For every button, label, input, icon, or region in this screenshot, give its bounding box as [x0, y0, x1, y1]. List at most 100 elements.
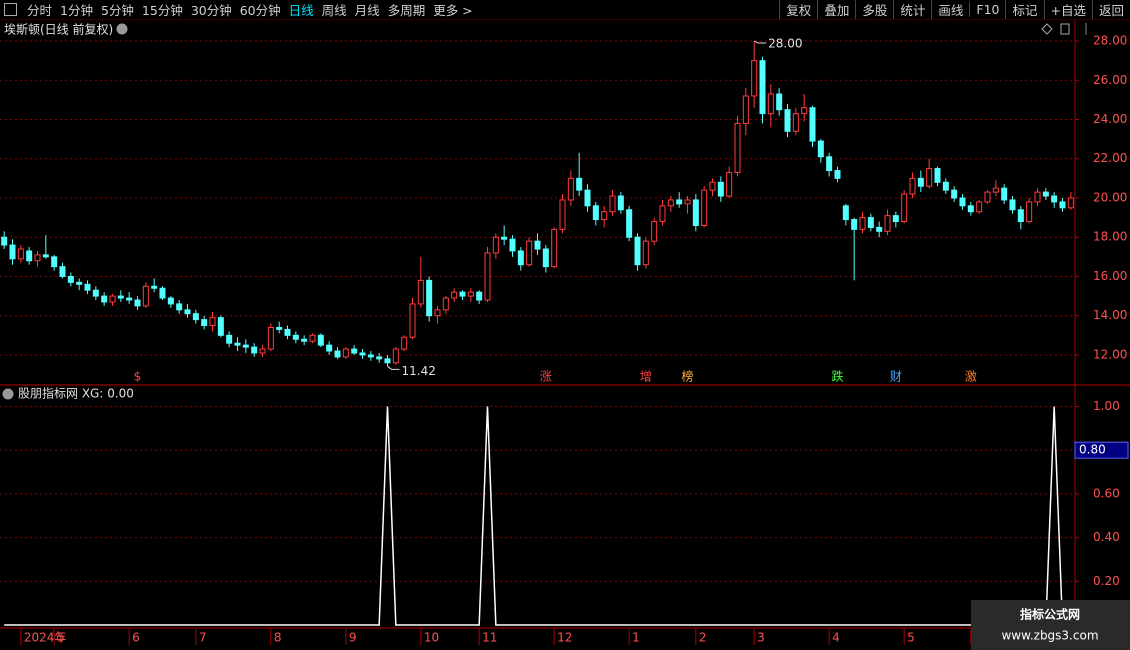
candle-body — [976, 201, 983, 213]
candle-body — [917, 177, 924, 187]
candle-body — [176, 303, 183, 311]
candle-body — [601, 211, 608, 221]
candle-body — [784, 109, 791, 132]
candle-body — [692, 199, 699, 226]
candle-body — [859, 217, 866, 230]
y-tick-label: 26.00 — [1093, 73, 1127, 87]
chart-title: 埃斯顿(日线 前复权) — [4, 22, 113, 37]
candle-body — [834, 170, 841, 179]
toolbar-button[interactable]: 返回 — [1091, 0, 1130, 19]
menu-icon[interactable] — [116, 23, 128, 35]
candle-body — [409, 303, 416, 338]
toolbar-button[interactable]: 叠加 — [817, 0, 855, 19]
candle-body — [34, 254, 41, 262]
candle-body — [817, 140, 824, 158]
window-icon[interactable] — [4, 3, 17, 16]
candle-body — [467, 291, 474, 297]
toolbar-button[interactable]: +自选 — [1043, 0, 1092, 19]
candle-body — [867, 217, 874, 228]
panel-icon — [1060, 23, 1070, 35]
toolbar-button[interactable]: 60分钟 — [239, 3, 281, 18]
low-label: 11.42 — [402, 364, 436, 378]
candle-body — [17, 248, 24, 260]
candle-body — [884, 215, 891, 232]
candle-body — [101, 295, 108, 303]
toolbar-button[interactable]: 统计 — [893, 0, 931, 19]
candle-body — [9, 244, 16, 260]
date-label: 9 — [349, 631, 357, 645]
candle-body — [42, 254, 49, 258]
candle-body — [259, 348, 266, 354]
watermark-box — [971, 600, 1130, 650]
high-pointer — [753, 40, 767, 44]
candle-body — [242, 344, 249, 348]
watermark-title: 指标公式网 — [1020, 607, 1080, 622]
toolbar-button[interactable]: 更多 > — [433, 3, 473, 18]
candle-body — [667, 199, 674, 207]
toolbar-button[interactable]: 分时 — [27, 3, 53, 18]
toolbar-button[interactable]: 月线 — [354, 3, 380, 18]
candle-body — [759, 60, 766, 115]
candle-body — [542, 248, 549, 268]
candle-body — [76, 281, 83, 285]
indicator-title: 股朋指标网 XG: 0.00 — [18, 386, 134, 401]
candle-body — [284, 328, 291, 336]
candle-body — [684, 199, 691, 205]
toolbar-button[interactable]: 多周期 — [387, 3, 426, 18]
toolbar-button[interactable]: 周线 — [321, 3, 347, 18]
y-tick-label: 18.00 — [1093, 230, 1127, 244]
candle-body — [167, 297, 174, 305]
event-label: 涨 — [540, 369, 552, 384]
candle-body — [909, 177, 916, 195]
toolbar-button[interactable]: 5分钟 — [100, 3, 134, 18]
toolbar-button[interactable]: 1分钟 — [60, 3, 93, 18]
candle-body — [342, 348, 349, 358]
date-label: 4 — [832, 631, 840, 645]
candle-body — [217, 317, 224, 336]
candle-body — [901, 193, 908, 223]
panel-icon — [1041, 23, 1053, 35]
candle-body — [251, 346, 258, 354]
date-label: 5 — [57, 631, 65, 645]
toolbar-button[interactable]: 多股 — [855, 0, 893, 19]
toolbar-button[interactable]: 30分钟 — [190, 3, 232, 18]
candle-body — [417, 279, 424, 305]
candle-body — [1059, 201, 1066, 209]
candle-body — [359, 352, 366, 356]
menu-icon[interactable] — [2, 388, 14, 400]
toolbar-button[interactable]: 画线 — [931, 0, 969, 19]
y-tick-label: 22.00 — [1093, 151, 1127, 165]
y-tick-label: 0.20 — [1093, 574, 1120, 588]
candle-body — [159, 287, 166, 299]
toolbar-button[interactable]: 日线 — [288, 3, 314, 18]
date-label: 7 — [199, 631, 207, 645]
event-label: $ — [134, 370, 142, 384]
toolbar-button[interactable]: 标记 — [1005, 0, 1043, 19]
candle-body — [134, 299, 141, 307]
date-label: 10 — [424, 631, 439, 645]
candle-body — [426, 279, 433, 317]
toolbar-button[interactable]: F10 — [969, 2, 1005, 17]
toolbar-left: 分时 1分钟 5分钟 15分钟 30分钟 60分钟 日线 周线 月线 多周期 更多 > — [0, 0, 779, 19]
date-label: 3 — [757, 631, 765, 645]
candle-body — [892, 215, 899, 223]
y-tick-label: 14.00 — [1093, 308, 1127, 322]
candle-body — [451, 291, 458, 299]
candle-body — [317, 334, 324, 346]
candle-body — [842, 205, 849, 221]
candle-body — [401, 336, 408, 350]
candle-body — [1051, 195, 1058, 203]
candle-body — [367, 354, 374, 358]
candle-body — [626, 209, 633, 238]
date-label: 8 — [274, 631, 282, 645]
candle-body — [634, 236, 641, 266]
candle-body — [942, 181, 949, 191]
candle-body — [567, 177, 574, 201]
toolbar-button[interactable]: 复权 — [779, 0, 817, 19]
candle-body — [792, 113, 799, 132]
toolbar-button[interactable]: 15分钟 — [141, 3, 183, 18]
candle-body — [476, 291, 483, 301]
candle-body — [26, 250, 33, 262]
candle-body — [826, 156, 833, 172]
